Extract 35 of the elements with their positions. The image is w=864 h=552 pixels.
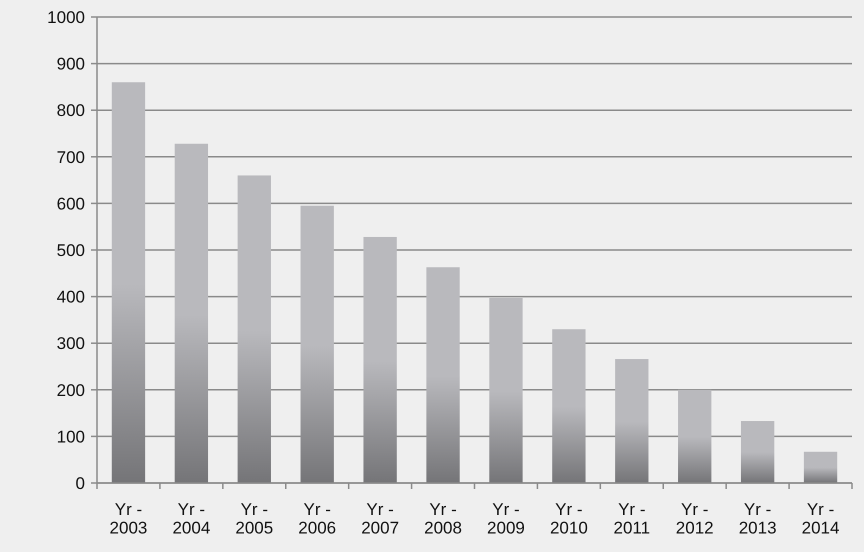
x-tick-label: Yr - 2003 [110,500,148,538]
x-tick-label: Yr - 2009 [487,500,525,538]
y-tick-label: 600 [56,194,85,214]
x-tick-label: Yr - 2011 [614,500,650,538]
bar [426,267,460,483]
bar [238,175,271,483]
x-tick-label: Yr - 2004 [172,500,210,538]
bar [552,329,586,483]
bar [112,82,146,483]
x-tick-label: Yr - 2006 [298,500,336,538]
y-tick-label: 200 [56,380,85,400]
bar [300,206,334,483]
bar [740,421,774,483]
y-tick-label: 500 [56,240,85,260]
x-tick-label: Yr - 2007 [361,500,400,538]
y-tick-label: 900 [56,54,85,74]
y-tick-label: 1000 [47,8,85,27]
y-tick-label: 100 [56,427,85,446]
y-tick-label: 800 [56,101,85,120]
x-tick-label: Yr - 2013 [738,500,777,538]
y-tick-label: 700 [56,148,85,167]
y-tick-label: 400 [56,288,85,307]
bar [489,298,523,483]
bar [174,144,208,483]
y-tick-label: 0 [76,474,85,493]
x-tick-label: Yr - 2014 [802,500,840,538]
x-tick-label: Yr - 2008 [424,500,462,538]
bar [678,390,712,483]
bar [804,452,838,483]
x-tick-label: Yr - 2012 [676,500,714,538]
x-tick-label: Yr - 2010 [550,500,588,538]
y-tick-label: 300 [56,334,85,354]
bar [363,236,397,483]
bar [615,359,648,483]
x-tick-label: Yr - 2005 [235,500,274,538]
